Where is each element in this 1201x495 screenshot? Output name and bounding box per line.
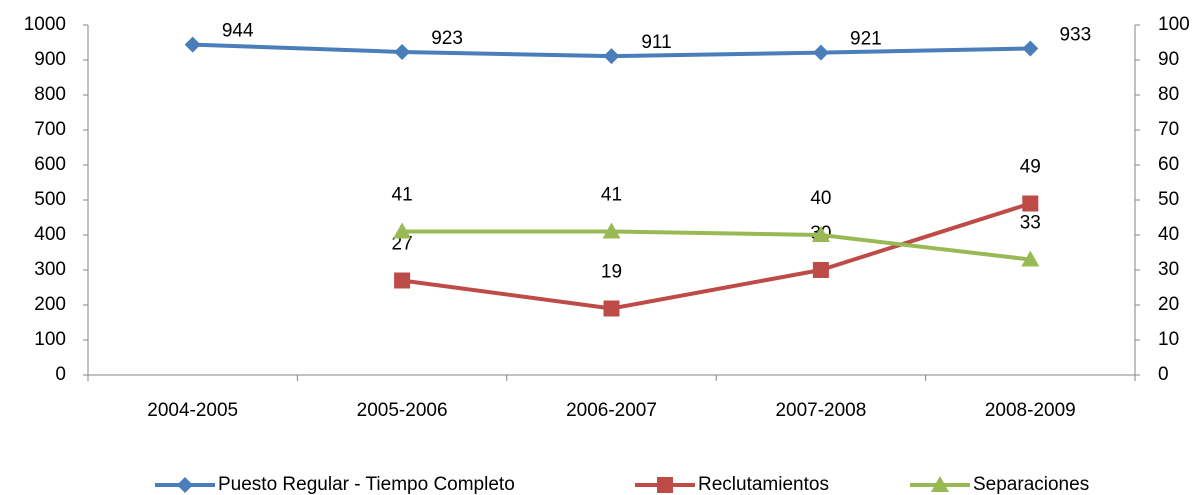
data-label: 40 [810, 188, 831, 209]
y2-tick-label: 80 [1158, 84, 1179, 105]
point [812, 262, 829, 278]
y2-tick-label: 30 [1158, 259, 1179, 280]
point [184, 36, 201, 53]
y2-tick-label: 10 [1158, 329, 1179, 350]
data-label: 911 [641, 32, 671, 53]
y2-tick-label: 50 [1158, 189, 1179, 210]
y-tick-label: 100 [34, 329, 66, 350]
y-tick-label: 200 [34, 294, 66, 315]
y-tick-label: 900 [34, 49, 66, 70]
point [1022, 40, 1039, 57]
y-tick-label: 400 [34, 224, 66, 245]
y-tick-label: 500 [34, 189, 66, 210]
point [394, 43, 411, 60]
x-tick-label: 2007-2008 [775, 400, 866, 421]
point [811, 226, 830, 242]
y2-tick-label: 70 [1158, 119, 1179, 140]
legend-marker [177, 477, 193, 493]
y2-tick-label: 40 [1158, 224, 1179, 245]
y-tick-label: 700 [34, 119, 66, 140]
x-tick-label: 2006-2007 [566, 400, 657, 421]
x-tick-label: 2005-2006 [357, 400, 448, 421]
y2-tick-label: 0 [1158, 364, 1169, 385]
y-tick-label: 800 [34, 84, 66, 105]
y-tick-label: 600 [34, 154, 66, 175]
legend-label: Reclutamientos [698, 474, 829, 495]
data-label: 933 [1059, 24, 1091, 45]
data-label: 27 [392, 234, 413, 255]
data-label: 41 [601, 185, 622, 206]
y-tick-label: 1000 [24, 14, 66, 35]
series-line [401, 201, 1031, 311]
legend-label: Puesto Regular - Tiempo Completo [218, 474, 515, 495]
y2-tick-label: 90 [1158, 49, 1179, 70]
y2-tick-label: 20 [1158, 294, 1179, 315]
x-tick-label: 2004-2005 [147, 400, 238, 421]
point [1022, 195, 1039, 212]
y-tick-label: 300 [34, 259, 66, 280]
data-label: 944 [222, 21, 254, 42]
point [603, 300, 620, 317]
point [603, 48, 620, 65]
legend-marker [931, 476, 949, 492]
legend-marker [657, 477, 673, 493]
y2-tick-label: 100 [1158, 14, 1190, 35]
data-label: 19 [601, 262, 622, 283]
data-label: 921 [850, 29, 882, 50]
legend-label: Separaciones [973, 474, 1089, 495]
y2-tick-label: 60 [1158, 154, 1179, 175]
data-label: 49 [1020, 157, 1041, 178]
point [812, 44, 829, 61]
point [602, 222, 621, 239]
series-line [402, 229, 1031, 262]
point [393, 222, 412, 239]
data-label: 41 [392, 185, 413, 206]
y-tick-label: 0 [55, 364, 66, 385]
data-label: 33 [1020, 213, 1041, 234]
x-tick-label: 2008-2009 [985, 400, 1076, 421]
point [1021, 250, 1040, 267]
data-label: 923 [431, 28, 463, 49]
point [394, 272, 411, 289]
